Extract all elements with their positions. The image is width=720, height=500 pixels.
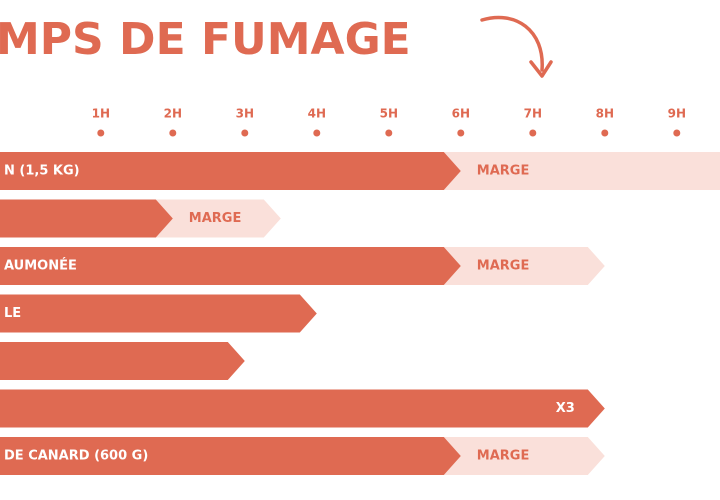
margin-bar — [443, 152, 720, 190]
bar — [0, 294, 317, 333]
tick-dot — [601, 129, 609, 137]
tick-dot — [97, 129, 105, 137]
x-tick-label: 7H — [524, 107, 542, 121]
margin-label: MARGE — [477, 164, 530, 179]
category-label: N (1,5 KG) — [4, 164, 80, 179]
tick-dot — [529, 129, 537, 137]
bar — [0, 437, 461, 475]
x-tick-label: 4H — [308, 107, 326, 121]
tick-dot — [169, 129, 177, 137]
bar — [0, 199, 173, 238]
tick-dot — [385, 129, 393, 137]
tick-dot — [457, 129, 465, 137]
x-tick-label: 5H — [380, 107, 398, 121]
bar — [0, 389, 605, 428]
decor-arrow — [480, 15, 544, 72]
x-tick-label: 1H — [92, 107, 110, 121]
x-tick-label: 2H — [164, 107, 182, 121]
margin-bar — [443, 247, 605, 285]
tick-dot — [673, 129, 681, 137]
category-label: DE CANARD (600 G) — [4, 449, 148, 464]
bar — [0, 247, 461, 285]
x-tick-label: 9H — [668, 107, 686, 121]
x-tick-label: 6H — [452, 107, 470, 121]
x-tick-label: 3H — [236, 107, 254, 121]
category-label: AUMONÉE — [4, 258, 77, 274]
category-label: LE — [4, 306, 21, 321]
margin-bar — [443, 437, 605, 475]
chart-title: MPS DE FUMAGE — [0, 14, 411, 65]
bar-label: X3 — [556, 401, 575, 416]
tick-dot — [241, 129, 249, 137]
decor-arrow-head — [529, 60, 553, 78]
bar — [0, 342, 245, 380]
margin-label: MARGE — [477, 259, 530, 274]
x-tick-label: 8H — [596, 107, 614, 121]
tick-dot — [313, 129, 321, 137]
bar — [0, 152, 461, 190]
margin-bar — [155, 199, 281, 238]
margin-label: MARGE — [477, 449, 530, 464]
margin-label: MARGE — [189, 211, 242, 226]
